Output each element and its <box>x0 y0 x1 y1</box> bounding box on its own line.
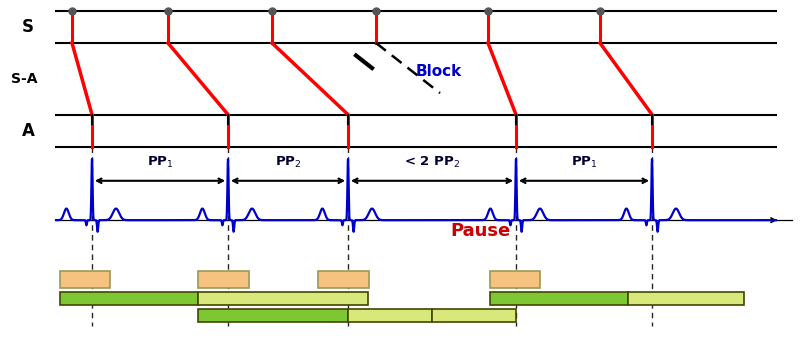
Bar <box>348 309 432 322</box>
Bar <box>628 292 744 305</box>
Text: S: S <box>22 18 34 36</box>
Text: < 2 PP$_2$: < 2 PP$_2$ <box>404 155 460 170</box>
Bar <box>198 309 348 322</box>
Bar <box>432 309 516 322</box>
Bar <box>318 271 369 288</box>
Bar <box>60 292 198 305</box>
Text: A: A <box>22 122 34 140</box>
Text: S-A: S-A <box>10 72 38 86</box>
Text: PP$_1$: PP$_1$ <box>146 155 174 170</box>
Text: PP$_2$: PP$_2$ <box>274 155 302 170</box>
Text: PP$_1$: PP$_1$ <box>570 155 598 170</box>
Bar <box>490 271 540 288</box>
Bar <box>198 271 249 288</box>
Text: Block: Block <box>416 64 462 79</box>
Bar <box>198 292 368 305</box>
Bar <box>60 271 110 288</box>
Bar <box>490 292 628 305</box>
Text: Pause: Pause <box>450 222 510 240</box>
